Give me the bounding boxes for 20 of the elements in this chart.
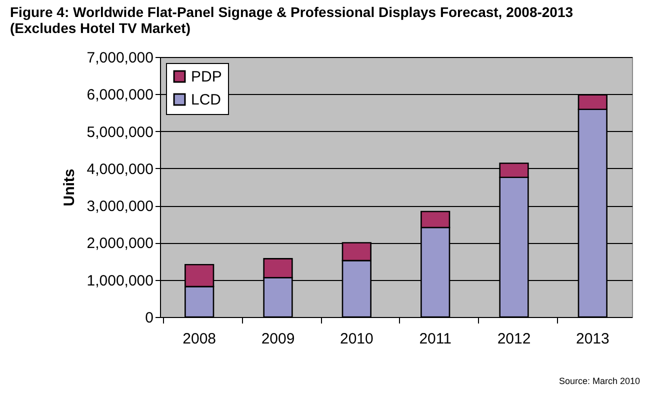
y-tick-label: 7,000,000 (86, 50, 154, 66)
chart-subtitle: (Excludes Hotel TV Market) (10, 20, 190, 36)
y-axis-title: Units (60, 168, 78, 206)
y-tick-label: 1,000,000 (86, 272, 154, 290)
chart-title: Figure 4: Worldwide Flat-Panel Signage & Professional Displays Forecast, 2008-2013 (10, 4, 574, 20)
x-tick-label: 2013 (576, 330, 610, 348)
y-tick-label: 5,000,000 (86, 124, 154, 141)
legend-label: PDP (191, 68, 222, 86)
y-tick-label: 4,000,000 (86, 160, 154, 178)
source-note: Source: March 2010 (558, 376, 640, 386)
y-tick-label: 6,000,000 (86, 86, 154, 104)
x-tick-label: 2009 (261, 330, 295, 348)
y-tick-label: 0 (145, 310, 154, 326)
x-tick-label: 2010 (340, 330, 374, 348)
x-tick-label: 2011 (419, 330, 452, 348)
y-tick-label: 3,000,000 (86, 198, 154, 216)
legend-label: LCD (191, 92, 222, 108)
y-tick-label: 2,000,000 (86, 235, 154, 252)
x-tick-label: 2012 (497, 330, 531, 348)
x-tick-label: 2008 (182, 330, 216, 348)
